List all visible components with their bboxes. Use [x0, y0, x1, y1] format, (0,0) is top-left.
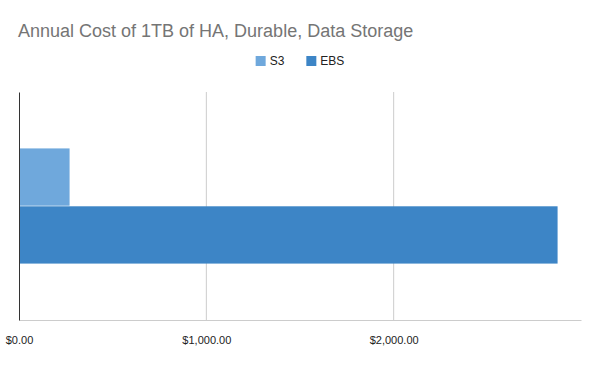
tick-label: $1,000.00	[182, 334, 231, 346]
legend: S3 EBS	[256, 54, 345, 68]
tick: $2,000.00	[370, 320, 419, 346]
axis-line	[19, 93, 20, 321]
chart: $0.00 $1,000.00 $2,000.00 Annual Cost of 1T…	[0, 0, 600, 371]
bar	[19, 206, 558, 263]
tick-label: $0.00	[6, 334, 34, 346]
y-axis	[19, 93, 21, 321]
grid-line	[393, 92, 394, 320]
x-axis: $0.00 $1,000.00 $2,000.00	[6, 320, 582, 346]
tick-label: $2,000.00	[370, 334, 419, 346]
plot: $0.00 $1,000.00 $2,000.00	[6, 92, 582, 346]
title: Annual Cost of 1TB of HA, Durable, Data …	[18, 21, 413, 41]
tick: $0.00	[6, 320, 34, 346]
axis-line	[20, 320, 582, 321]
tick: $1,000.00	[182, 320, 231, 346]
legend-item: EBS	[306, 54, 344, 68]
legend-label: S3	[270, 54, 285, 68]
bars	[19, 148, 558, 263]
grid	[206, 92, 393, 320]
grid-line	[206, 92, 207, 320]
legend-swatch	[306, 56, 316, 66]
legend-swatch	[256, 56, 266, 66]
legend-label: EBS	[320, 54, 344, 68]
bar	[19, 148, 70, 205]
legend-item: S3	[256, 54, 285, 68]
